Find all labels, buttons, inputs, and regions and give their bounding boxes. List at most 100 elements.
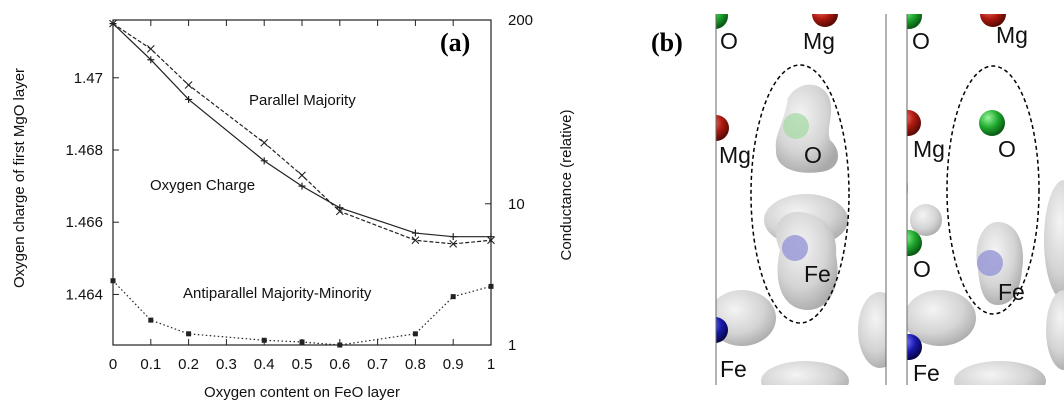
data-point [186,331,192,337]
data-point [487,233,495,241]
x-tick-label: 0.6 [329,356,350,373]
iron-atom [907,334,922,360]
iron-atom [716,317,728,343]
x-tick-label: 0.3 [216,356,237,373]
panel-a-chart: 0 0.1 0.2 0.3 0.4 0.5 0.6 0.7 0.8 0.9 1 1.464 1.466… [11,12,575,401]
x-tick-label: 1 [487,356,495,373]
data-point [260,138,269,147]
data-point [185,95,193,103]
left-structure-view [692,14,886,385]
magnesium-atom [812,14,838,27]
data-point [335,207,344,216]
iron-atom [782,235,808,261]
right-y-tick-label: 200 [508,12,533,29]
annotation-antiparallel: Antiparallel Majority-Minority [183,285,372,302]
magnesium-atom [980,14,1006,27]
annotation-oxygen-charge: Oxygen Charge [150,177,255,194]
data-point [261,337,267,343]
x-tick-label: 0.1 [140,356,161,373]
atom-label-o: O [720,28,738,54]
highlight-region [750,64,850,324]
atom-label-o: O [998,136,1016,162]
atom-label-fe: Fe [804,261,831,287]
data-point [299,339,305,345]
series-line-oxygen-charge [112,23,491,238]
atom-label-mg: Mg [719,142,751,168]
atom-label-fe: Fe [998,279,1025,305]
isosurface-blob [858,292,886,368]
atom-label-fe: Fe [913,360,940,386]
data-point [148,317,154,323]
isosurface-blob [761,361,849,385]
magnesium-atom [716,115,729,141]
atom-label-o: O [913,256,931,282]
data-point [337,342,343,348]
isosurface-blob [907,178,908,198]
data-point [411,236,420,245]
right-y-tick-label: 1 [508,337,516,354]
y-tick-label: 1.464 [65,286,103,303]
data-point [184,81,193,89]
oxygen-atom [783,113,809,139]
iron-atom [977,250,1003,276]
right-y-tick-label: 10 [508,196,525,213]
isosurface-blob [910,204,942,236]
atom-label-mg: Mg [996,22,1028,48]
series-group [109,19,495,348]
panel-a-label: (a) [440,28,470,57]
atom-label-o: O [912,28,930,54]
right-y-axis-label: Conductance (relative) [558,110,575,261]
oxygen-atom [907,230,922,256]
x-tick-label: 0 [109,356,117,373]
isosurface-blob [692,238,716,278]
x-axis-label: Oxygen content on FeO layer [204,384,400,401]
x-tick-label: 0.7 [367,356,388,373]
annotation-parallel-majority: Parallel Majority [249,92,356,109]
series-line-parallel-majority [112,23,492,245]
data-point [411,229,419,237]
x-tick-labels: 0 0.1 0.2 0.3 0.4 0.5 0.6 0.7 0.8 0.9 1 [109,356,495,373]
data-point [450,294,456,300]
data-point [449,233,457,241]
y-tick-label: 1.466 [65,214,103,231]
data-point [487,236,495,245]
data-point [110,278,116,284]
data-point [449,240,458,248]
right-y-tick-labels: 1 10 200 [508,12,533,354]
x-tick-label: 0.2 [178,356,199,373]
data-point [412,331,418,337]
isosurface-blob [692,166,712,210]
panel-b-label: (b) [651,28,683,57]
oxygen-atom [716,14,728,29]
data-point [109,19,117,28]
oxygen-atom [979,110,1005,136]
right-structure-view [907,14,1064,385]
isosurface-blob [907,290,976,346]
atom-label-fe: Fe [720,356,747,382]
data-point [298,171,306,180]
isosurface-blob [1044,180,1064,300]
atom-label-mg: Mg [803,28,835,54]
panel-b-image: (b) O Mg Mg O Fe Fe [651,14,1064,386]
data-point [488,283,494,289]
magnesium-atom [907,110,921,136]
oxygen-atom [907,14,922,29]
data-point [147,56,155,64]
isosurface-blob [954,361,1046,385]
left-y-axis-label: Oxygen charge of first MgO layer [11,68,28,288]
atom-label-mg: Mg [913,136,945,162]
atom-label-o: O [804,142,822,168]
data-point [146,44,155,53]
data-point [260,157,268,165]
x-tick-label: 0.4 [254,356,275,373]
isosurface-blob [716,290,776,346]
isosurface-blob [1046,290,1064,370]
data-point [336,204,344,212]
data-point [298,182,306,190]
y-tick-labels: 1.464 1.466 1.468 1.47 [65,70,103,304]
y-tick-label: 1.47 [74,70,103,87]
x-tick-label: 0.5 [292,356,313,373]
x-tick-label: 0.9 [443,356,464,373]
highlight-region [946,65,1040,315]
x-tick-label: 0.8 [405,356,426,373]
